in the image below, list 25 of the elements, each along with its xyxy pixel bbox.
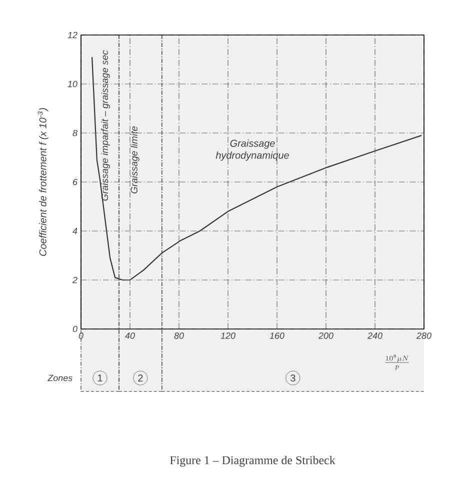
y-tick-label: 2 bbox=[72, 276, 78, 284]
text: Zones bbox=[47, 374, 72, 382]
x-tick-label: 80 bbox=[174, 332, 184, 339]
y-tick-label: 8 bbox=[72, 130, 78, 136]
x-tick-label: 280 bbox=[416, 332, 432, 339]
x-tick-label: 240 bbox=[367, 332, 382, 339]
y-tick-label: 12 bbox=[68, 32, 78, 38]
y-axis-title: Coefficient de frottement f (x 10$^{-3}$) bbox=[38, 108, 48, 256]
band-label: 1 bbox=[98, 374, 102, 382]
caption: Figure 1 – Diagramme de Stribeck bbox=[170, 456, 336, 467]
annotation: Graissage limite bbox=[130, 126, 140, 194]
x-tick-label: 0 bbox=[78, 332, 84, 339]
y-tick-label: 10 bbox=[68, 80, 78, 88]
band-label: 3 bbox=[290, 374, 296, 382]
y-tick-label: 6 bbox=[72, 178, 78, 186]
annotation: Graissage imparfait – graissage sec bbox=[101, 50, 110, 201]
annotation: Graissage hydrodynamique bbox=[216, 140, 289, 161]
x-axis-title: $\frac{10^{8}\mu N}{p}$ bbox=[385, 354, 409, 370]
x-tick-label: 120 bbox=[220, 332, 236, 339]
band-label: 2 bbox=[138, 374, 143, 382]
x-tick-label: 160 bbox=[270, 332, 284, 339]
x-tick-label: 40 bbox=[125, 332, 135, 339]
x-tick-label: 200 bbox=[318, 332, 334, 339]
y-tick-label: 4 bbox=[72, 228, 78, 234]
y-tick-label: 0 bbox=[72, 326, 78, 332]
